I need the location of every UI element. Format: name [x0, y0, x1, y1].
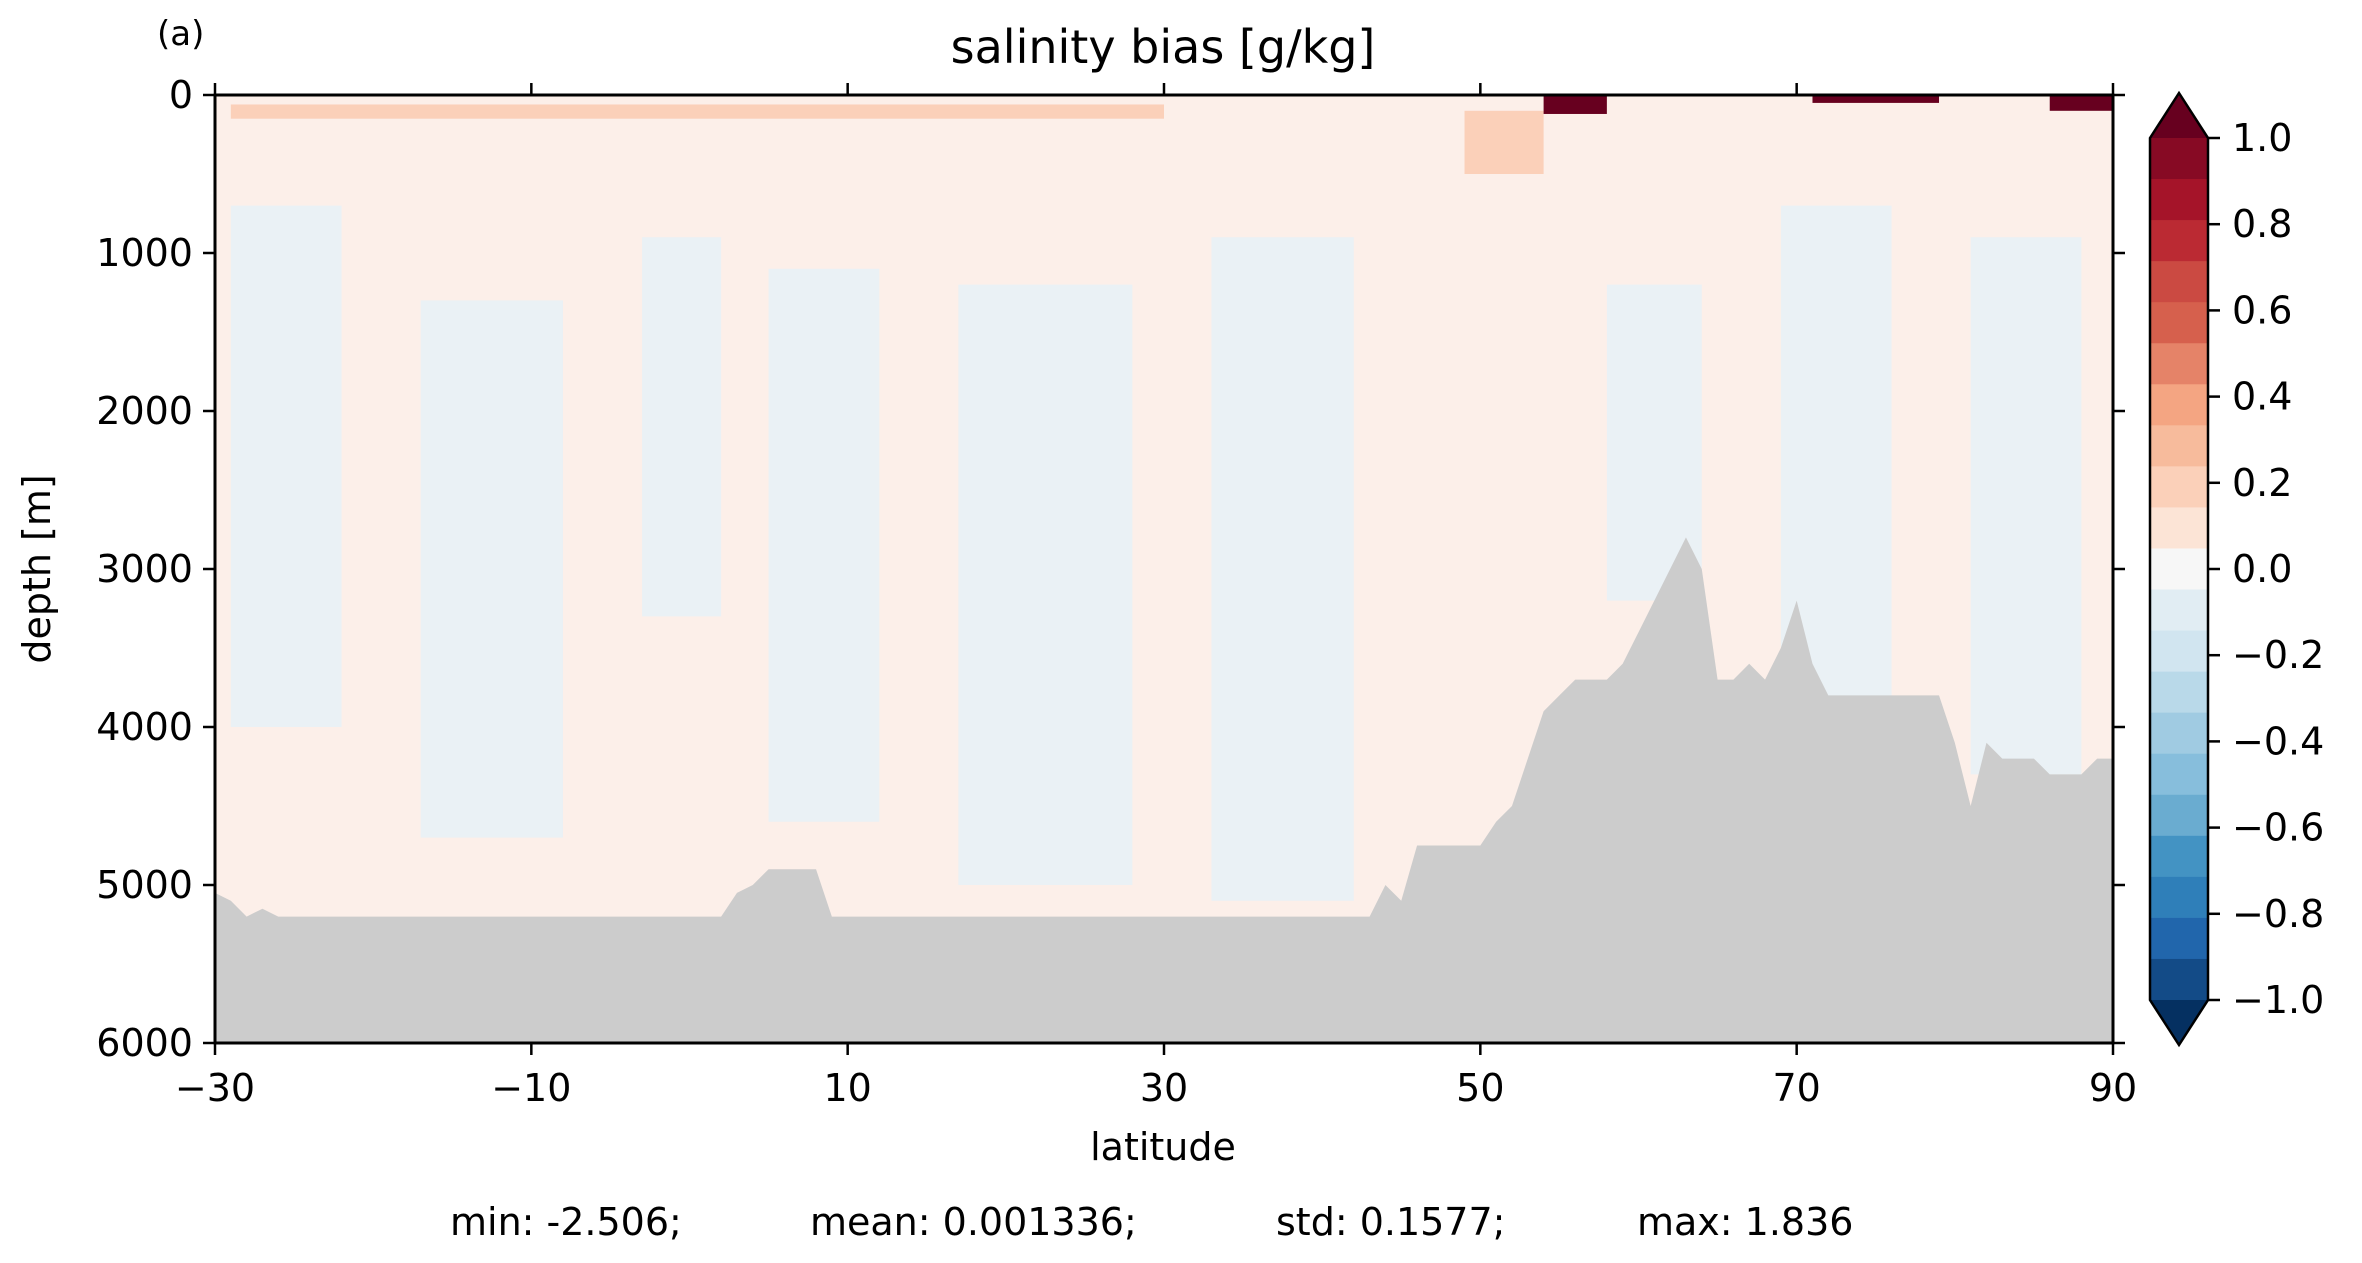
bias-patch	[768, 268, 880, 822]
y-tick-label: 4000	[96, 705, 193, 749]
bathymetry-land-mask	[215, 537, 2113, 1043]
bias-layer	[230, 95, 2114, 1043]
colorbar-segment	[2150, 835, 2208, 878]
colorbar-tick-label: 0.0	[2232, 547, 2292, 591]
colorbar-segment	[2150, 917, 2208, 960]
colorbar-segment	[2150, 220, 2208, 262]
y-tick-label: 1000	[96, 231, 193, 275]
stat-mean: mean: 0.001336;	[810, 1200, 1137, 1244]
bias-patch	[1812, 95, 1940, 103]
colorbar-segment	[2150, 466, 2208, 509]
colorbar-segment	[2150, 630, 2208, 673]
x-axis: −30 −10 10 30 50 70 90	[175, 83, 2137, 1110]
colorbar-tick-label: −0.6	[2232, 806, 2324, 850]
bias-patch	[642, 237, 722, 617]
y-tick-label: 5000	[96, 863, 193, 907]
stat-max: max: 1.836	[1637, 1200, 1854, 1244]
colorbar-tick-label: −1.0	[2232, 978, 2324, 1022]
colorbar-tick-label: 0.2	[2232, 461, 2292, 505]
colorbar-segment	[2150, 876, 2208, 919]
bias-patch	[420, 300, 563, 838]
bias-patch	[1543, 95, 1607, 114]
colorbar-segment	[2150, 343, 2208, 385]
bias-patch	[1464, 110, 1544, 174]
colorbar-segment	[2150, 589, 2208, 632]
stat-min: min: -2.506;	[450, 1200, 682, 1244]
colorbar-segment	[2150, 507, 2208, 550]
x-tick-label: −10	[491, 1066, 571, 1110]
x-tick-label: −30	[175, 1066, 255, 1110]
y-axis-label: depth [m]	[15, 474, 59, 663]
colorbar-segment	[2150, 302, 2208, 344]
colorbar-tick-label: −0.8	[2232, 892, 2324, 936]
stat-std: std: 0.1577;	[1276, 1200, 1506, 1244]
colorbar-segment	[2150, 958, 2208, 1001]
colorbar-segment	[2150, 384, 2208, 426]
colorbar-segment	[2150, 671, 2208, 714]
x-tick-label: 30	[1140, 1066, 1188, 1110]
x-axis-label: latitude	[1090, 1125, 1236, 1169]
chart-title: salinity bias [g/kg]	[951, 20, 1376, 74]
x-tick-label: 50	[1456, 1066, 1504, 1110]
x-tick-label: 70	[1772, 1066, 1820, 1110]
panel-label: (a)	[157, 14, 205, 54]
colorbar-tick-label: −0.2	[2232, 633, 2324, 677]
y-tick-label: 0	[169, 73, 193, 117]
colorbar-tick-label: 0.6	[2232, 288, 2292, 332]
colorbar: 1.0 0.8 0.6 0.4 0.2 0.0 −0.2 −0.4 −0.6 −0.8 −1.0	[2148, 90, 2324, 1048]
colorbar-tick-label: 0.8	[2232, 202, 2292, 246]
y-axis: 0 1000 2000 3000 4000 5000 6000	[96, 73, 2125, 1065]
colorbar-tick-label: 0.4	[2232, 375, 2292, 419]
colorbar-extend-min	[2150, 1000, 2208, 1045]
bias-patch	[230, 104, 1165, 119]
bias-patch	[1211, 237, 1354, 901]
colorbar-segment	[2150, 548, 2208, 591]
y-tick-label: 6000	[96, 1021, 193, 1065]
x-tick-label: 10	[823, 1066, 871, 1110]
colorbar-segment	[2150, 794, 2208, 837]
x-tick-label: 90	[2089, 1066, 2137, 1110]
bias-patch	[958, 284, 1133, 886]
colorbar-segment	[2150, 179, 2208, 221]
y-tick-label: 2000	[96, 389, 193, 433]
colorbar-segment	[2150, 425, 2208, 467]
colorbar-segment	[2150, 753, 2208, 796]
y-tick-label: 3000	[96, 547, 193, 591]
colorbar-extend-max	[2150, 93, 2208, 138]
plot-area	[213, 93, 2115, 1045]
bias-patch	[2049, 95, 2113, 111]
bias-patch	[230, 205, 342, 728]
colorbar-tick-label: −0.4	[2232, 719, 2324, 763]
bias-patch	[1970, 237, 2082, 775]
colorbar-tick-label: 1.0	[2232, 116, 2292, 160]
colorbar-segment	[2150, 261, 2208, 303]
colorbar-segment	[2150, 138, 2208, 180]
colorbar-segment	[2150, 712, 2208, 755]
